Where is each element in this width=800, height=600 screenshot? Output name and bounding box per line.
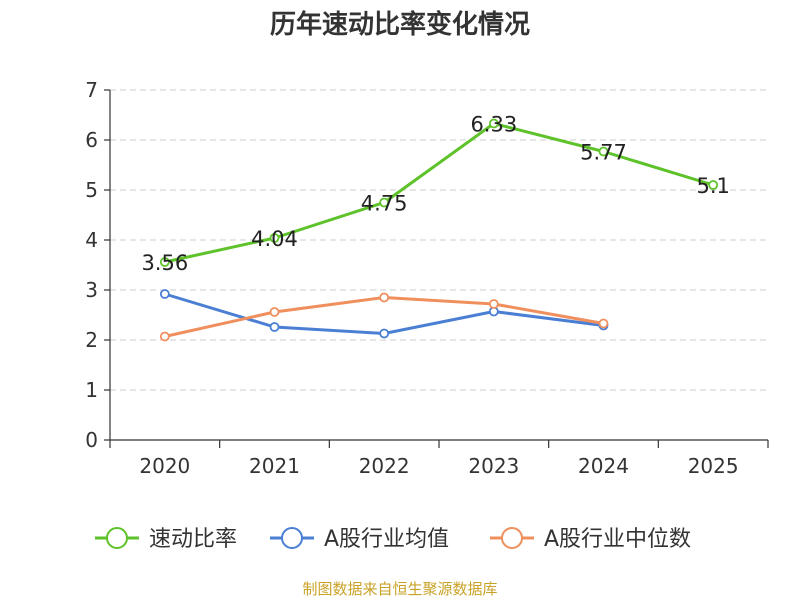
chart-title: 历年速动比率变化情况 [269,10,530,40]
x-tick-label: 2021 [249,454,300,478]
data-label: 6.33 [470,113,517,137]
data-point[interactable] [159,331,170,342]
legend-label: 速动比率 [149,527,237,552]
data-label: 5.1 [696,174,729,198]
legend[interactable]: 速动比率 A股行业均值 A股行业中位数 [95,527,691,552]
y-tick-label: 1 [85,378,98,402]
data-label: 4.04 [251,227,298,251]
y-tick-label: 6 [85,128,98,152]
y-tick-label: 7 [85,78,98,102]
x-tick-label: 2023 [468,454,519,478]
source-note: 制图数据来自恒生聚源数据库 [302,580,498,598]
data-point[interactable] [269,233,280,243]
legend-label: A股行业均值 [324,527,449,552]
data-label: 3.56 [141,251,188,275]
data-point[interactable] [379,328,390,339]
y-tick-label: 5 [85,178,98,202]
data-point[interactable] [159,257,170,267]
data-point[interactable] [269,307,280,317]
series-line-0 [164,122,714,264]
y-tick-label: 3 [85,278,98,302]
data-point[interactable] [598,146,609,157]
legend-item-1[interactable]: A股行业均值 [270,527,449,552]
y-tick-label: 4 [85,228,98,252]
grid-layer [110,89,768,391]
x-tick-label: 2020 [139,454,190,478]
data-point[interactable] [159,289,170,299]
data-point[interactable] [708,180,719,190]
legend-label: A股行业中位数 [544,527,691,552]
data-label: 5.77 [580,141,627,165]
y-tick-label: 2 [85,328,98,352]
legend-item-2[interactable]: A股行业中位数 [490,527,691,552]
axis-layer: 0 1 2 3 4 5 6 7 2020 2021 2022 2023 2024 2025 [85,78,769,478]
legend-marker [501,527,523,549]
x-tick-label: 2022 [359,454,410,478]
data-point[interactable] [379,197,390,208]
x-tick-label: 2024 [578,454,629,478]
x-tick-label: 2025 [688,454,739,478]
y-tick-label: 0 [85,428,98,452]
data-label: 4.75 [361,192,408,216]
legend-marker [106,527,128,549]
data-point[interactable] [488,118,499,129]
label-layer: 3.56 4.04 4.75 6.33 5.77 5.1 [141,113,729,276]
data-point[interactable] [598,318,609,329]
data-point[interactable] [269,322,280,332]
data-point[interactable] [379,292,390,303]
legend-marker [281,527,303,549]
legend-item-0[interactable]: 速动比率 [95,527,237,552]
series-layer [159,118,719,342]
data-point[interactable] [488,299,499,309]
